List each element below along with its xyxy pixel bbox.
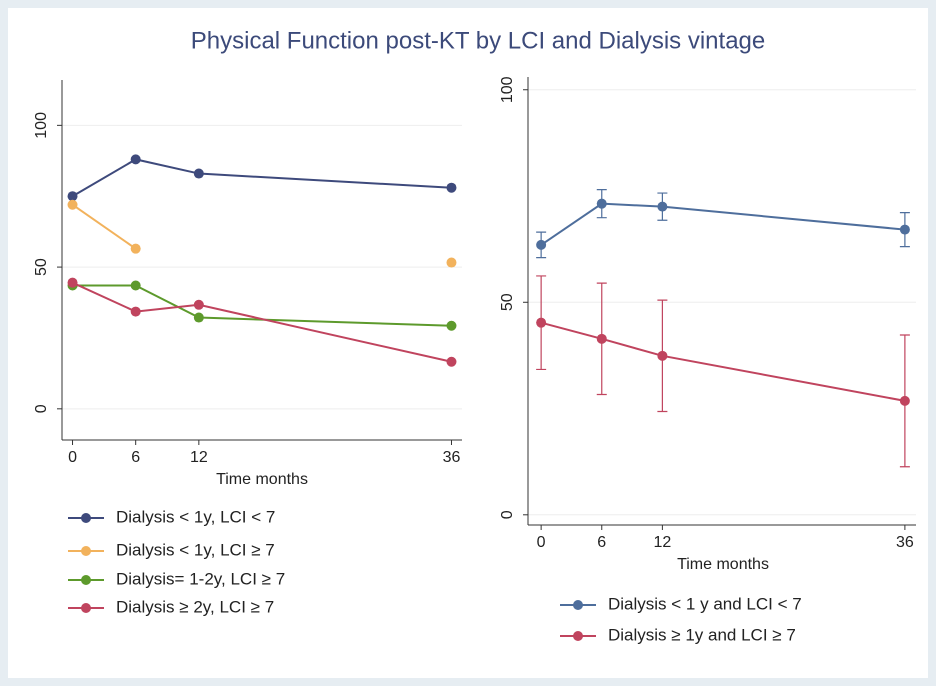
legend-label: Dialysis ≥ 1y and LCI ≥ 7 xyxy=(608,625,796,644)
legend-marker xyxy=(573,600,583,610)
series-line xyxy=(72,284,452,327)
plot-background xyxy=(8,8,928,678)
data-point xyxy=(193,312,204,323)
data-point xyxy=(536,317,547,328)
legend-marker xyxy=(81,603,91,613)
x-tick-label: 12 xyxy=(653,534,671,551)
data-point xyxy=(536,239,547,250)
data-point xyxy=(130,243,141,254)
x-tick-label: 0 xyxy=(68,449,77,466)
data-point xyxy=(67,277,78,288)
series-line xyxy=(540,202,905,246)
data-point xyxy=(899,224,910,235)
y-tick-label: 50 xyxy=(33,258,50,276)
series-line xyxy=(540,321,906,402)
data-point xyxy=(446,257,457,268)
data-point xyxy=(67,191,78,202)
legend-label: Dialysis < 1 y and LCI < 7 xyxy=(608,594,802,613)
x-axis-title: Time months xyxy=(677,556,769,573)
data-point xyxy=(193,168,204,179)
data-point xyxy=(596,198,607,209)
x-tick-label: 6 xyxy=(131,449,140,466)
y-tick-label: 0 xyxy=(33,404,50,413)
series-line xyxy=(72,158,452,198)
x-tick-label: 36 xyxy=(896,534,914,551)
legend-marker xyxy=(573,631,583,641)
data-point xyxy=(193,299,204,310)
data-point xyxy=(446,320,457,331)
x-tick-label: 0 xyxy=(537,534,546,551)
legend-label: Dialysis < 1y, LCI < 7 xyxy=(116,507,275,526)
data-point xyxy=(446,356,457,367)
chart-title: Physical Function post-KT by LCI and Dia… xyxy=(191,27,766,54)
x-tick-label: 36 xyxy=(443,449,461,466)
x-tick-label: 12 xyxy=(190,449,208,466)
series-line xyxy=(72,281,452,363)
legend-label: Dialysis < 1y, LCI ≥ 7 xyxy=(116,540,275,559)
data-point xyxy=(657,350,668,361)
y-tick-label: 50 xyxy=(499,293,516,311)
x-tick-label: 6 xyxy=(597,534,606,551)
x-axis-title: Time months xyxy=(216,471,308,488)
data-point xyxy=(130,154,141,165)
data-point xyxy=(899,395,910,406)
legend-marker xyxy=(81,513,91,523)
legend-marker xyxy=(81,575,91,585)
data-point xyxy=(657,201,668,212)
y-tick-label: 100 xyxy=(499,76,516,103)
data-point xyxy=(67,199,78,210)
data-point xyxy=(596,333,607,344)
data-point xyxy=(130,306,141,317)
y-tick-label: 0 xyxy=(499,510,516,519)
data-point xyxy=(130,280,141,291)
legend-label: Dialysis ≥ 2y, LCI ≥ 7 xyxy=(116,597,274,616)
legend-marker xyxy=(81,546,91,556)
data-point xyxy=(446,182,457,193)
y-tick-label: 100 xyxy=(33,112,50,139)
legend-label: Dialysis= 1-2y, LCI ≥ 7 xyxy=(116,569,285,588)
